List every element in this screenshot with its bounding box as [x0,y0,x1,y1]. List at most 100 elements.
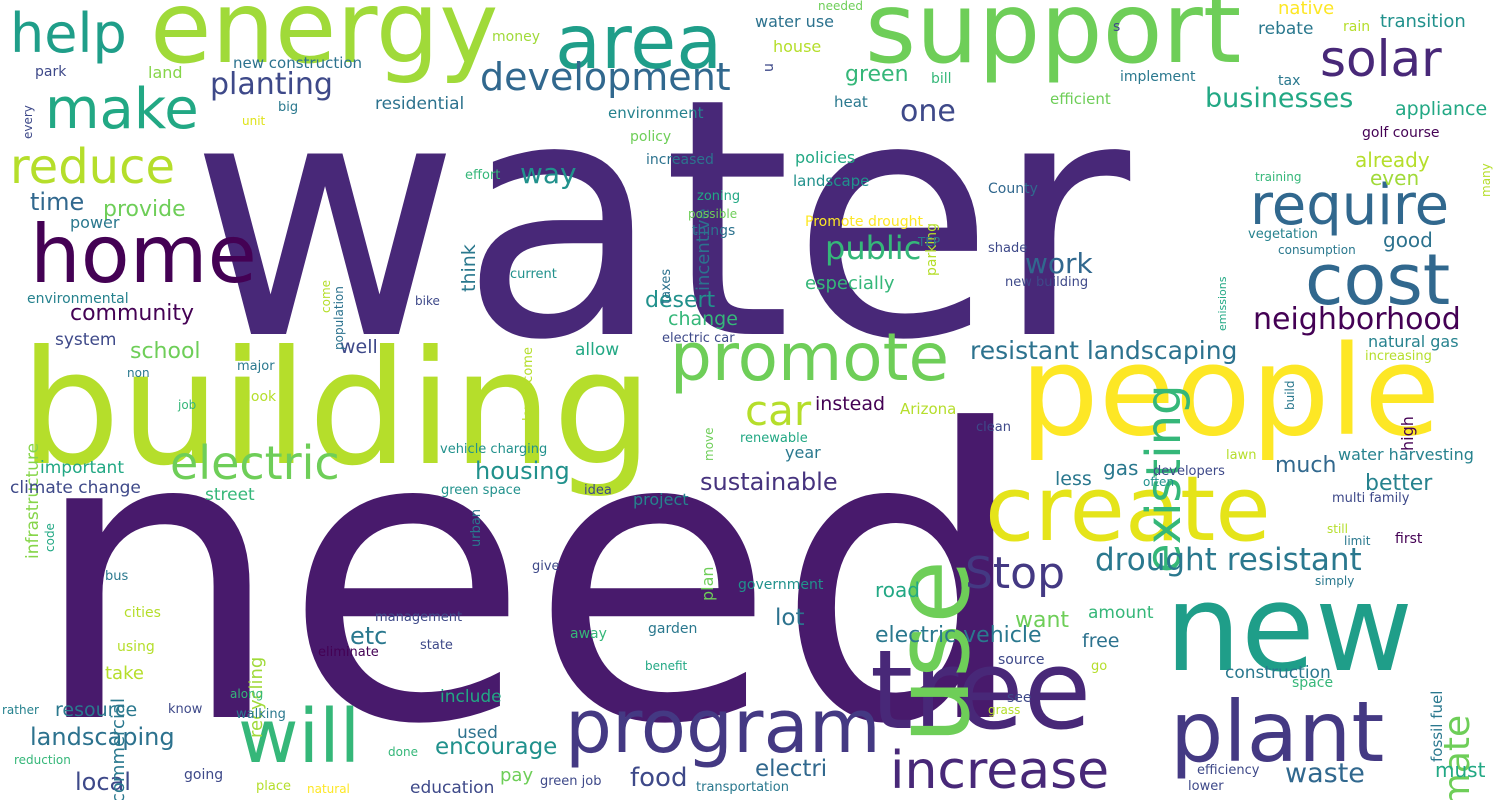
word: give [532,559,560,574]
word: education [410,778,495,798]
word: important [40,458,124,478]
word: often [1143,475,1175,489]
word: County [988,181,1038,197]
word: local [75,768,131,796]
word: every [21,105,35,139]
word: parking [924,223,940,276]
word: residential [375,94,465,114]
word: look [247,389,277,405]
word: etc [350,622,388,650]
word: rebate [1258,19,1314,39]
word: even [1370,166,1420,190]
word: building [20,317,653,501]
word: rather [2,703,39,717]
word: go [1091,659,1108,674]
word: provide [103,197,186,222]
word: electric vehicle [875,623,1042,648]
word: lawn [1226,448,1257,463]
word: see [1007,690,1032,706]
word: car [745,386,812,435]
word: gas [1103,456,1139,480]
word: landscaping [30,723,175,751]
word: planting [210,67,333,102]
word: make [45,77,199,142]
word: money [492,29,540,45]
word: source [998,652,1045,668]
word: increasing [1365,349,1432,364]
word: change [668,308,738,330]
word: bill [931,71,952,87]
word: job [178,398,197,412]
word: way [520,157,577,190]
word: new [1165,560,1414,699]
word: lot [775,605,805,631]
word: multi family [1332,491,1410,506]
word: Stop [965,548,1066,599]
word: resistant landscaping [970,336,1238,365]
word: bus [105,569,129,584]
word: plant [1170,683,1385,781]
word: home [30,208,257,301]
word: cities [124,605,161,621]
word: pay [500,765,534,786]
word: development [480,55,731,99]
word: new building [1005,275,1089,290]
word: plan [698,566,717,601]
word: year [785,443,821,462]
word: possible [688,207,738,221]
word: businesses [1205,83,1354,114]
word: increase [890,741,1110,800]
word: green [845,62,909,87]
word: take [105,663,144,684]
word: many [1479,163,1493,197]
word: using [117,639,155,655]
word: space [1292,675,1334,691]
word: much [1275,453,1337,478]
word: place [256,779,291,794]
word: reduction [14,753,71,767]
word: program [565,684,881,770]
word: build [1283,380,1297,410]
word: benefit [645,659,688,673]
word: developers [1153,464,1225,479]
word: done [388,745,418,759]
word: electric car [662,331,735,346]
word: system [55,330,117,350]
word: going [184,767,224,783]
word: Arizona [900,400,957,418]
word: heat [834,93,868,111]
word: move [702,427,716,461]
word: environmental [27,291,129,307]
word: think [458,244,480,292]
word: first [1395,531,1423,547]
word: public [825,229,922,267]
word: people [1020,320,1441,464]
word: community [70,301,195,326]
word: street [205,485,255,505]
word: walking [236,707,286,722]
word: commercial [108,698,129,800]
word: better [1365,471,1433,496]
word: support [865,0,1242,86]
word: emissions [1216,276,1229,332]
word: effort [465,168,501,183]
word: natural [307,782,350,796]
word: non [127,366,150,380]
word: landscape [793,172,870,190]
word: instead [815,393,886,415]
word: include [440,687,502,707]
word: work [1025,247,1093,280]
word: climate change [10,478,141,498]
word: native [1278,0,1335,19]
word: help [10,2,127,65]
word: grass [988,703,1021,717]
word: consumption [1278,243,1356,257]
word: electric [170,436,340,490]
word: food [630,763,688,793]
word: natural gas [1368,332,1459,351]
word: urban [469,508,484,547]
word: current [510,267,557,282]
word: know [168,702,203,717]
word: sustainable [700,468,838,496]
